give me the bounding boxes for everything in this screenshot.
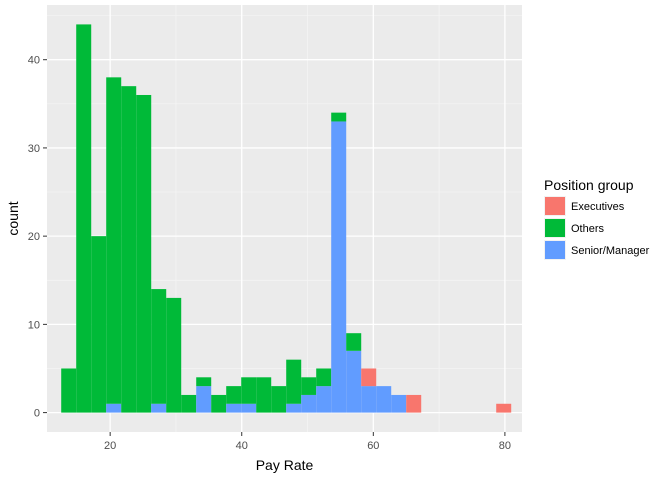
bar-others	[331, 112, 347, 122]
bar-others	[256, 377, 272, 413]
legend-key-swatch	[545, 219, 565, 237]
bar-senior-manager	[391, 394, 407, 413]
bar-senior-manager	[226, 403, 242, 413]
bar-senior-manager	[106, 403, 122, 413]
x-axis-title: Pay Rate	[256, 457, 314, 473]
x-tick-label: 80	[499, 440, 511, 452]
bar-others	[151, 289, 167, 404]
x-tick-label: 40	[236, 440, 248, 452]
y-tick-label: 30	[28, 143, 40, 155]
bar-others	[226, 386, 242, 404]
bar-others	[271, 386, 287, 413]
bar-others	[136, 94, 152, 413]
bar-senior-manager	[316, 386, 332, 413]
bar-others	[316, 368, 332, 387]
bar-others	[346, 333, 362, 351]
legend-label: Others	[571, 223, 605, 235]
bars-layer	[61, 24, 512, 413]
bar-others	[196, 377, 212, 387]
legend-title: Position group	[544, 177, 634, 193]
bar-senior-manager	[376, 386, 392, 413]
y-tick-labels: 0 10 20 30 40	[28, 55, 40, 420]
bar-senior-manager	[151, 403, 167, 413]
bar-senior-manager	[241, 403, 257, 413]
y-tick-label: 0	[34, 408, 40, 420]
bar-others	[211, 394, 227, 413]
bar-senior-manager	[361, 386, 377, 413]
y-tick-label: 10	[28, 319, 40, 331]
bar-senior-manager	[301, 394, 317, 413]
bar-executives	[406, 394, 422, 413]
legend: Position group Executives Others Senior/Ma…	[544, 177, 650, 260]
x-tick-label: 20	[104, 440, 116, 452]
bar-senior-manager	[346, 350, 362, 413]
bar-others	[121, 86, 137, 413]
axis-ticks	[43, 59, 506, 436]
bar-senior-manager	[196, 386, 212, 413]
bar-others	[106, 77, 122, 404]
bar-senior-manager	[331, 121, 347, 413]
bar-others	[91, 236, 107, 413]
bar-others	[166, 297, 182, 413]
y-tick-label: 20	[28, 231, 40, 243]
bar-others	[241, 377, 257, 404]
bar-others	[181, 394, 197, 413]
bar-others	[301, 377, 317, 395]
legend-label: Senior/Manager	[571, 245, 650, 257]
x-tick-label: 60	[367, 440, 379, 452]
bar-others	[286, 359, 302, 404]
legend-label: Executives	[571, 201, 625, 213]
legend-key-swatch	[545, 197, 565, 215]
y-axis-title: count	[5, 201, 21, 235]
bar-executives	[496, 403, 512, 413]
y-tick-label: 40	[28, 55, 40, 67]
legend-key-swatch	[545, 241, 565, 259]
bar-others	[61, 368, 77, 413]
x-tick-labels: 20 40 60 80	[104, 440, 511, 452]
bar-others	[76, 24, 92, 413]
bar-executives	[361, 368, 377, 387]
bar-senior-manager	[286, 403, 302, 413]
